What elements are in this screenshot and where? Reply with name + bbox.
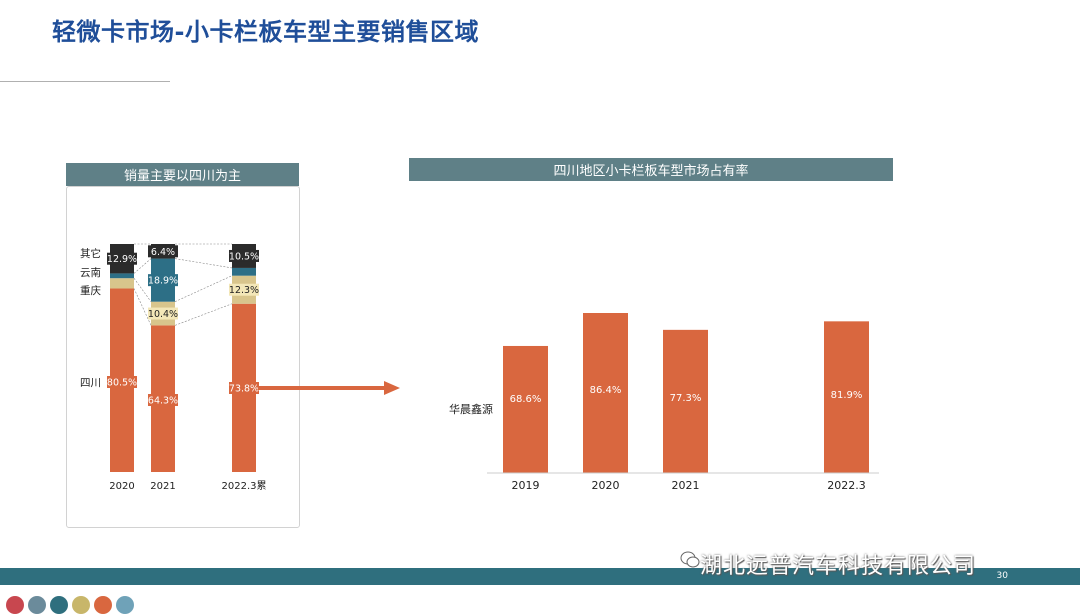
- connector-line: [174, 303, 233, 326]
- x-tick-label: 2021: [672, 479, 700, 492]
- data-label: 86.4%: [590, 385, 622, 396]
- data-label-box: [148, 307, 178, 320]
- decor-dot: [6, 596, 24, 614]
- decor-dot: [28, 596, 46, 614]
- data-label-box: [229, 283, 259, 296]
- title-divider: [0, 81, 170, 82]
- region-label: 其它: [80, 247, 101, 260]
- decor-dot: [72, 596, 90, 614]
- data-label-box: [148, 394, 178, 406]
- x-tick-label: 2019: [512, 479, 540, 492]
- bar-segment-重庆: [110, 278, 134, 289]
- market-share-bar: [824, 321, 869, 473]
- decor-dot: [94, 596, 112, 614]
- x-tick-label: 2020: [592, 479, 620, 492]
- footer-bar: [0, 568, 1080, 585]
- bar-segment-云南: [232, 267, 256, 276]
- data-label-box: [148, 274, 178, 287]
- region-label: 重庆: [80, 284, 101, 297]
- left-chart-title: 销量主要以四川为主: [66, 163, 299, 186]
- stacked-bar-chart: 2020 2021 2022.3累 80.5% 64.3% 73.8% 10.4% 12.3%…: [80, 243, 267, 492]
- data-label: 12.3%: [229, 285, 259, 296]
- wechat-icon: [680, 551, 700, 568]
- decor-dot: [50, 596, 68, 614]
- data-label: 81.9%: [831, 390, 863, 401]
- data-label: 73.8%: [229, 384, 259, 395]
- region-label: 四川: [80, 377, 101, 389]
- arrow-connector: [258, 381, 400, 395]
- x-tick-label: 2020: [109, 481, 134, 492]
- connector-line: [174, 275, 233, 302]
- right-chart-title: 四川地区小卡栏板车型市场占有率: [409, 158, 893, 181]
- x-tick-label: 2022.3累: [222, 480, 267, 492]
- data-label: 77.3%: [670, 393, 702, 404]
- bar-segment-云南: [110, 273, 134, 279]
- data-label: 6.4%: [151, 247, 175, 258]
- footer-dots: [6, 596, 134, 614]
- region-label: 云南: [80, 266, 101, 279]
- data-label-box: [229, 249, 259, 262]
- data-label-box: [148, 245, 178, 258]
- data-label-box: [107, 252, 137, 265]
- x-tick-label: 2022.3: [827, 479, 866, 492]
- market-share-bar: [503, 345, 548, 473]
- arrow-head: [384, 381, 400, 395]
- decor-dot: [116, 596, 134, 614]
- market-share-bar: [663, 329, 708, 473]
- data-label: 10.4%: [148, 309, 178, 320]
- connector-line: [174, 258, 233, 269]
- left-chart-panel: 2020 2021 2022.3累 80.5% 64.3% 73.8% 10.4% 12.3%…: [66, 186, 300, 528]
- data-label: 68.6%: [510, 394, 542, 405]
- market-share-bar: [583, 313, 628, 473]
- page-title: 轻微卡市场-小卡栏板车型主要销售区域: [52, 18, 479, 46]
- data-label-box: [107, 376, 137, 388]
- data-label: 64.3%: [148, 396, 178, 407]
- watermark-text: 湖北远普汽车科技有限公司: [700, 554, 977, 579]
- data-label: 12.9%: [107, 254, 137, 265]
- page-number: 30: [996, 571, 1008, 581]
- series-label: 华晨鑫源: [449, 402, 493, 416]
- data-label: 10.5%: [229, 251, 259, 262]
- x-tick-label: 2021: [150, 481, 175, 492]
- data-label: 18.9%: [148, 276, 178, 287]
- market-share-bar-chart: 68.6% 2019 86.4% 2020 77.3% 2021 81.9% 2022.3 华晨…: [449, 313, 879, 492]
- connector-line: [133, 258, 152, 274]
- data-label: 80.5%: [107, 378, 137, 389]
- data-label-box: [229, 382, 259, 394]
- connector-line: [133, 278, 152, 302]
